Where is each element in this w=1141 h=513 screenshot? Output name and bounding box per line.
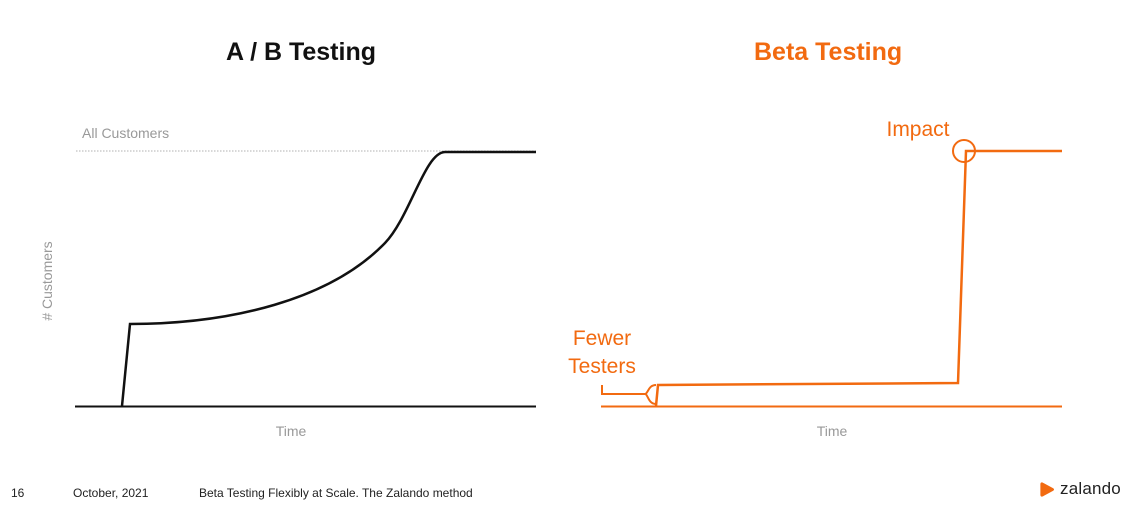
zalando-play-icon (1040, 481, 1055, 497)
impact-annotation: Impact (886, 118, 949, 141)
all-customers-label: All Customers (82, 125, 169, 141)
ab-adoption-curve (120, 150, 536, 407)
ab-testing-title: A / B Testing (226, 38, 376, 66)
fewer-testers-bracket (601, 384, 657, 405)
presentation-title: Beta Testing Flexibly at Scale. The Zala… (199, 486, 473, 500)
slide-page-number: 16 (11, 486, 25, 500)
fewer-testers-annotation-line1: Fewer (573, 327, 631, 350)
fewer-testers-annotation-line2: Testers (568, 355, 636, 378)
beta-time-label: Time (817, 423, 848, 439)
beta-testing-title: Beta Testing (754, 38, 903, 66)
brand-wordmark: zalando (1060, 479, 1121, 498)
ab-time-label: Time (276, 423, 307, 439)
slide-date: October, 2021 (73, 486, 149, 500)
beta-testing-panel: Impact Fewer Testers Time (568, 118, 1062, 439)
ab-testing-panel: All Customers # Customers Time (39, 125, 536, 439)
customers-axis-label: # Customers (39, 241, 55, 320)
beta-adoption-curve (654, 149, 1062, 407)
zalando-brand: zalando (1038, 476, 1121, 502)
impact-circle-marker (952, 139, 976, 163)
